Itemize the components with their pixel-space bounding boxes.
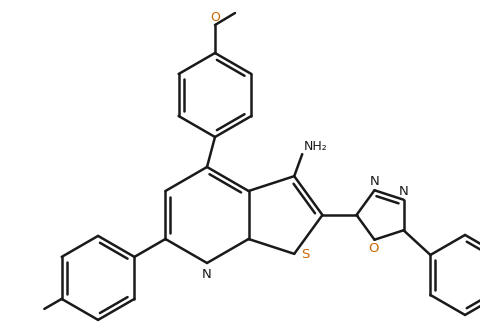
Text: NH₂: NH₂ [303,140,327,153]
Text: O: O [368,242,378,255]
Text: N: N [369,175,379,188]
Text: N: N [398,185,408,198]
Text: O: O [210,11,219,24]
Text: S: S [300,248,309,261]
Text: N: N [202,268,211,281]
